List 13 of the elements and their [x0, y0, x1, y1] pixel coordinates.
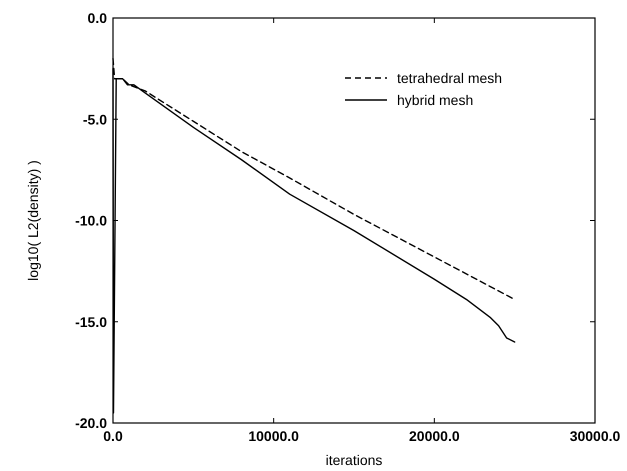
x-tick-label: 0.0 [103, 428, 123, 444]
y-axis-title: log10( L2(density) ) [25, 160, 41, 281]
y-tick-label: -5.0 [82, 111, 108, 128]
x-tick-label: 30000.0 [570, 428, 621, 444]
x-tick-label: 20000.0 [409, 428, 460, 444]
y-tick-label: -10.0 [75, 212, 108, 228]
legend-label: tetrahedral mesh [397, 70, 502, 86]
x-axis-title: iterations [326, 452, 382, 468]
y-tick-label: -20.0 [75, 415, 108, 431]
x-tick-label: 10000.0 [248, 428, 300, 444]
legend-label: hybrid mesh [397, 92, 474, 108]
y-tick-label: -15.0 [75, 314, 108, 330]
y-tick-label: 0.0 [88, 10, 108, 26]
